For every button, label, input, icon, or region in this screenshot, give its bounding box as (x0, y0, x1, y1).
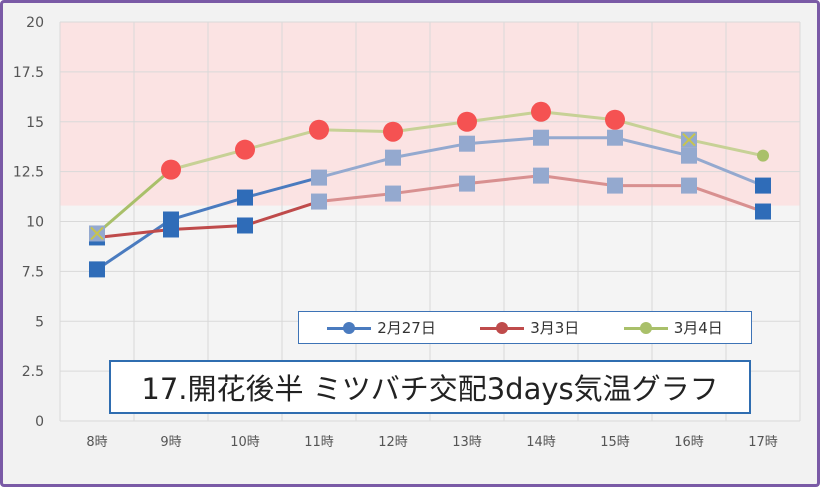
data-point (457, 111, 477, 132)
series-line-segment (318, 156, 394, 180)
series-line-segment (170, 196, 246, 221)
x-tick-label: 16時 (674, 435, 704, 450)
data-point (161, 159, 181, 180)
data-point (237, 189, 253, 206)
series-line-segment (614, 118, 690, 142)
x-tick-label: 17時 (748, 435, 778, 450)
series-line-segment (540, 174, 616, 188)
x-tick-label: 10時 (230, 435, 260, 450)
series-line-segment (244, 200, 320, 227)
legend-label: 3月4日 (673, 319, 723, 337)
data-point (681, 177, 697, 194)
legend-item-series-2: 3月3日 (480, 317, 579, 338)
legend-swatch-icon (480, 321, 525, 334)
series-line-segment (540, 110, 616, 122)
series-line-segment (244, 176, 320, 200)
legend-swatch-icon (327, 321, 372, 334)
legend: 2月27日 3月3日 3月4日 (298, 311, 752, 344)
series-line-segment (392, 182, 468, 196)
data-point (607, 177, 623, 194)
x-tick-label: 15時 (600, 435, 630, 450)
data-point (757, 149, 769, 162)
data-point (235, 139, 255, 160)
series-line-segment (96, 218, 172, 271)
x-tick-label: 8時 (86, 435, 107, 450)
y-tick-label: 0 (35, 414, 44, 430)
legend-swatch-icon (623, 321, 668, 334)
data-point (459, 135, 475, 152)
y-tick-label: 2.5 (22, 364, 44, 380)
data-point (89, 261, 105, 278)
chart-title: 17.開花後半 ミツバチ交配3days気温グラフ (141, 372, 719, 406)
y-tick-label: 12.5 (13, 165, 44, 181)
series-line-segment (614, 136, 690, 158)
y-tick-label: 17.5 (13, 65, 44, 81)
data-point (607, 129, 623, 146)
y-tick-label: 7.5 (22, 264, 44, 280)
series-line-segment (170, 148, 246, 172)
data-point (531, 101, 551, 122)
series-line-segment (318, 128, 394, 134)
y-tick-label: 15 (26, 115, 44, 131)
data-point (237, 217, 253, 234)
series-line-segment (466, 174, 542, 186)
series-line-segment (244, 128, 320, 152)
series-line-segment (170, 223, 246, 231)
x-tick-label: 9時 (160, 435, 181, 450)
data-point (459, 175, 475, 192)
data-point (385, 185, 401, 202)
x-tick-label: 14時 (526, 435, 556, 450)
legend-item-series-3: 3月4日 (623, 317, 723, 338)
data-point (605, 109, 625, 130)
data-point (385, 149, 401, 166)
data-point (311, 169, 327, 186)
data-point (311, 193, 327, 210)
data-point (163, 221, 179, 238)
y-tick-label: 10 (26, 215, 44, 231)
series-line-segment (688, 138, 764, 158)
legend-label: 2月27日 (377, 319, 436, 337)
x-tick-label: 11時 (304, 435, 334, 450)
y-tick-label: 5 (35, 314, 44, 330)
legend-item-series-1: 2月27日 (327, 317, 436, 338)
x-tick-label: 13時 (452, 435, 482, 450)
series-line-segment (392, 142, 468, 160)
data-point-cross (682, 132, 696, 147)
data-point (383, 121, 403, 142)
data-point (533, 129, 549, 146)
data-point (309, 119, 329, 140)
legend-label: 3月3日 (530, 319, 580, 337)
data-point-cross (90, 226, 104, 241)
y-tick-label: 20 (26, 15, 44, 31)
data-point (533, 167, 549, 184)
chart-title-box: 17.開花後半 ミツバチ交配3days気温グラフ (109, 360, 751, 414)
series-line-segment (466, 136, 542, 146)
series-line-segment (96, 227, 172, 239)
data-point (755, 203, 771, 220)
series-line-segment (96, 168, 172, 235)
series-line-segment (688, 184, 764, 213)
series-line-segment (688, 154, 764, 187)
data-point (755, 177, 771, 194)
series-line-segment (392, 120, 468, 134)
data-point (681, 147, 697, 164)
x-tick-label: 12時 (378, 435, 408, 450)
series-line-segment (466, 110, 542, 124)
series-line-segment (318, 192, 394, 204)
